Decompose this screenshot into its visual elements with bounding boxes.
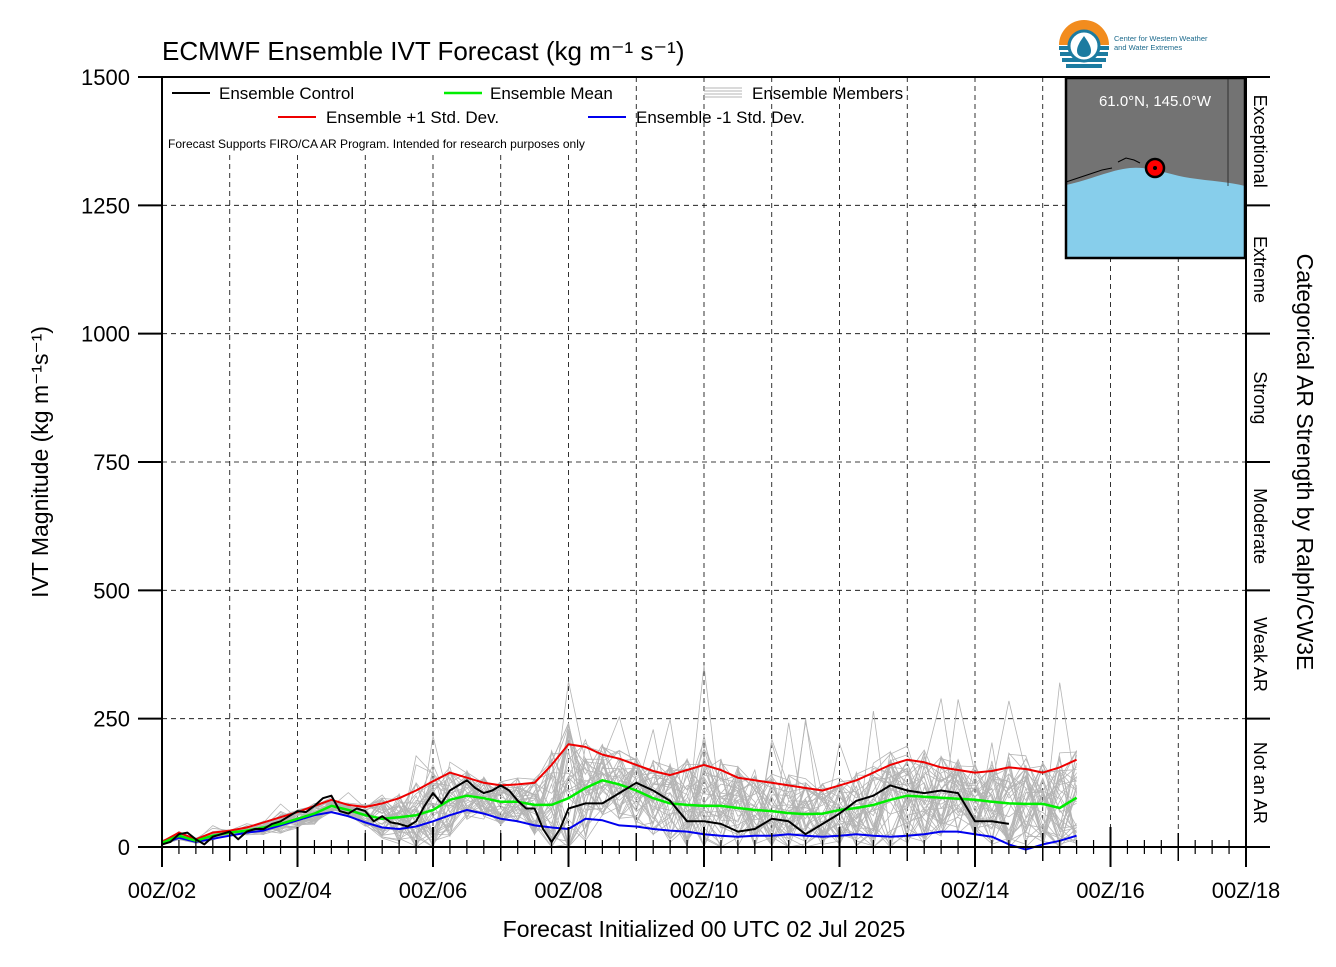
y-tick-label: 1000 xyxy=(81,322,130,347)
ensemble-member-line xyxy=(161,751,1077,848)
inset-location-label: 61.0°N, 145.0°W xyxy=(1099,93,1212,110)
ensemble-member-line xyxy=(161,750,1077,848)
x-tick-label: 00Z/14 xyxy=(941,878,1010,903)
inset-frame xyxy=(1064,76,1247,260)
logo-text-line1: Center for Western Weather xyxy=(1114,34,1208,43)
ensemble-lines xyxy=(161,743,1078,851)
legend: Ensemble Control Ensemble Mean Ensemble … xyxy=(168,84,903,151)
inset-ocean xyxy=(1066,167,1245,258)
inset-map: 61.0°N, 145.0°W xyxy=(1064,76,1247,260)
x-tick-label: 00Z/12 xyxy=(805,878,874,903)
x-tick-label: 00Z/08 xyxy=(534,878,603,903)
category-label: Exceptional xyxy=(1250,95,1270,188)
y-tick-label: 500 xyxy=(93,578,130,603)
chart-title: ECMWF Ensemble IVT Forecast (kg m⁻¹ s⁻¹) xyxy=(162,36,684,66)
x-tick-label: 00Z/16 xyxy=(1076,878,1145,903)
y-tick-label: 250 xyxy=(93,707,130,732)
x-tick-label: 00Z/02 xyxy=(128,878,197,903)
logo-text-line2: and Water Extremes xyxy=(1114,43,1182,52)
location-marker-center xyxy=(1153,166,1157,170)
axes: 0 250 500 750 1000 1250 1500 Not an AR Weak AR Mo… xyxy=(81,65,1280,903)
y-tick-label: 1250 xyxy=(81,193,130,218)
x-tick-label: 00Z/18 xyxy=(1212,878,1281,903)
y-tick-label: 750 xyxy=(93,450,130,475)
legend-label-mean: Ensemble Mean xyxy=(490,84,613,103)
legend-label-plus-sd: Ensemble +1 Std. Dev. xyxy=(326,108,499,127)
y-tick-label: 1500 xyxy=(81,65,130,90)
y-axis-label: IVT Magnitude (kg m⁻¹s⁻¹) xyxy=(27,326,53,598)
legend-swatch-members xyxy=(704,87,742,98)
legend-label-members: Ensemble Members xyxy=(752,84,903,103)
series-minus-sd-line xyxy=(161,809,1077,851)
legend-label-control: Ensemble Control xyxy=(219,84,354,103)
inset-coastline xyxy=(1065,157,1141,183)
series-mean-line xyxy=(161,779,1078,845)
category-label: Extreme xyxy=(1250,236,1270,303)
series-control-line xyxy=(161,779,1010,846)
ensemble-member-line xyxy=(161,735,1077,848)
logo-drop-icon xyxy=(1077,36,1091,57)
research-note: Forecast Supports FIRO/CA AR Program. In… xyxy=(168,137,585,151)
ensemble-members xyxy=(161,665,1077,849)
x-tick-label: 00Z/04 xyxy=(263,878,332,903)
x-tick-label: 00Z/06 xyxy=(399,878,468,903)
x-axis-label: Forecast Initialized 00 UTC 02 Jul 2025 xyxy=(503,916,906,942)
category-label: Moderate xyxy=(1250,488,1270,564)
x-tick-label: 00Z/10 xyxy=(670,878,739,903)
ensemble-member-line xyxy=(161,733,1077,848)
y-tick-label: 0 xyxy=(118,835,130,860)
ensemble-member-line xyxy=(161,722,1077,844)
right-axis-label: Categorical AR Strength by Ralph/CW3E xyxy=(1292,254,1318,671)
category-label: Weak AR xyxy=(1250,617,1270,692)
ensemble-member-line xyxy=(161,745,1077,849)
category-label: Strong xyxy=(1250,371,1270,424)
legend-label-minus-sd: Ensemble -1 Std. Dev. xyxy=(636,108,805,127)
category-label: Not an AR xyxy=(1250,742,1270,824)
cw3e-logo: Center for Western Weather and Water Ext… xyxy=(1059,20,1208,70)
